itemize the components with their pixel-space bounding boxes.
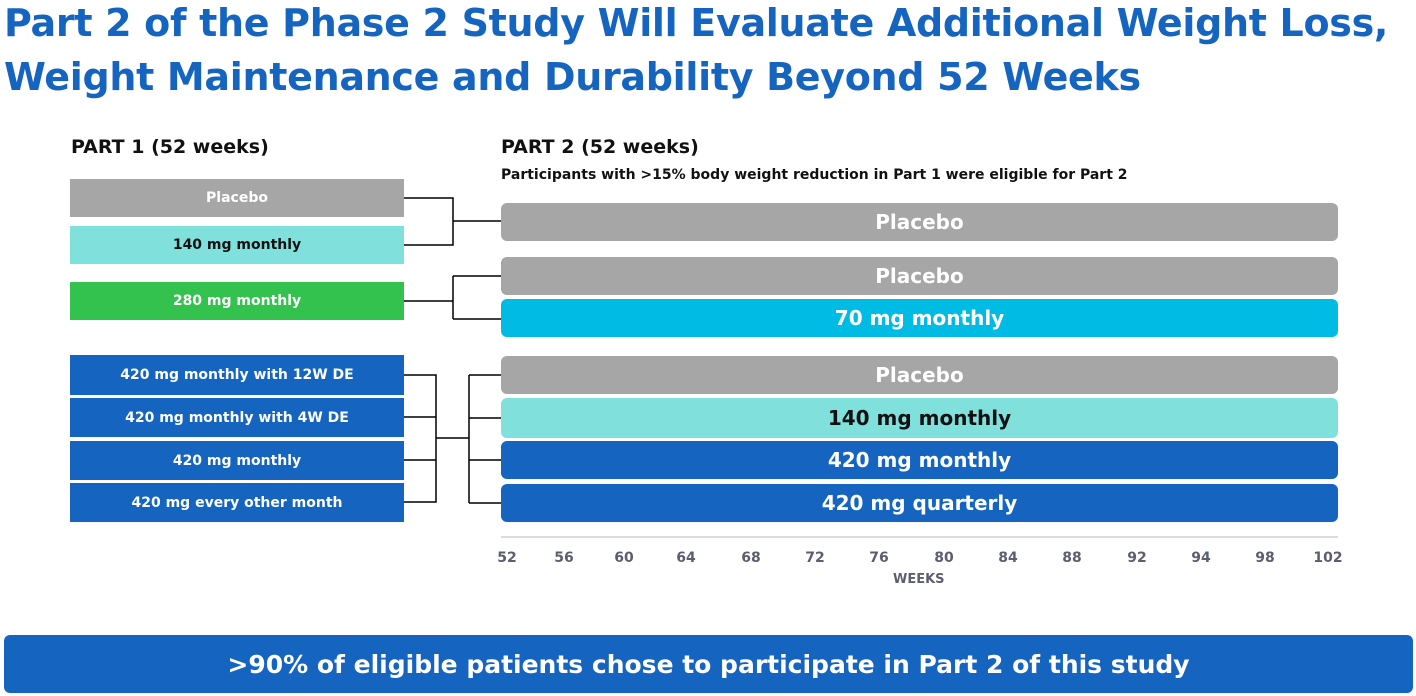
connector-group-3-left — [404, 374, 469, 503]
axis-tick-80: 80 — [934, 550, 954, 566]
axis-tick-60: 60 — [614, 550, 634, 566]
part2-arm-placebo-2: Placebo — [501, 257, 1338, 295]
part2-subtitle: Participants with >15% body weight reduc… — [501, 167, 1128, 183]
part1-arm-420mg-4w-de: 420 mg monthly with 4W DE — [70, 398, 404, 437]
part2-arm-140mg-monthly: 140 mg monthly — [501, 398, 1338, 438]
connector-group-2 — [404, 275, 501, 320]
connector-group-1 — [404, 197, 501, 246]
axis-tick-52: 52 — [497, 550, 517, 566]
part2-header: PART 2 (52 weeks) — [501, 136, 699, 158]
axis-tick-56: 56 — [554, 550, 574, 566]
title-line-1: Part 2 of the Phase 2 Study Will Evaluat… — [4, 1, 1389, 45]
slide-title: Part 2 of the Phase 2 Study Will Evaluat… — [4, 0, 1388, 104]
axis-tick-84: 84 — [998, 550, 1018, 566]
part1-arm-280mg-monthly: 280 mg monthly — [70, 282, 404, 320]
part2-arm-420mg-quarterly: 420 mg quarterly — [501, 484, 1338, 522]
title-line-2: Weight Maintenance and Durability Beyond… — [4, 55, 1141, 99]
part2-arm-placebo-1: Placebo — [501, 203, 1338, 241]
part2-arm-420mg-monthly: 420 mg monthly — [501, 441, 1338, 479]
axis-tick-102: 102 — [1313, 550, 1343, 566]
axis-tick-64: 64 — [676, 550, 696, 566]
part1-header: PART 1 (52 weeks) — [71, 136, 269, 158]
connector-group-3-right — [468, 374, 501, 504]
part1-arm-140mg-monthly: 140 mg monthly — [70, 226, 404, 264]
axis-tick-98: 98 — [1255, 550, 1275, 566]
part1-arm-420mg-every-other-month: 420 mg every other month — [70, 483, 404, 522]
part2-arm-70mg-monthly: 70 mg monthly — [501, 299, 1338, 337]
axis-tick-94: 94 — [1191, 550, 1211, 566]
part1-arm-420mg-monthly: 420 mg monthly — [70, 441, 404, 480]
participation-banner: >90% of eligible patients chose to parti… — [4, 635, 1413, 693]
axis-label-weeks: WEEKS — [893, 572, 945, 587]
part1-arm-420mg-12w-de: 420 mg monthly with 12W DE — [70, 355, 404, 395]
axis-tick-92: 92 — [1127, 550, 1147, 566]
axis-tick-68: 68 — [741, 550, 761, 566]
axis-tick-76: 76 — [869, 550, 889, 566]
axis-tick-72: 72 — [805, 550, 825, 566]
part1-arm-placebo: Placebo — [70, 179, 404, 217]
axis-tick-88: 88 — [1062, 550, 1082, 566]
part2-arm-placebo-3: Placebo — [501, 356, 1338, 394]
